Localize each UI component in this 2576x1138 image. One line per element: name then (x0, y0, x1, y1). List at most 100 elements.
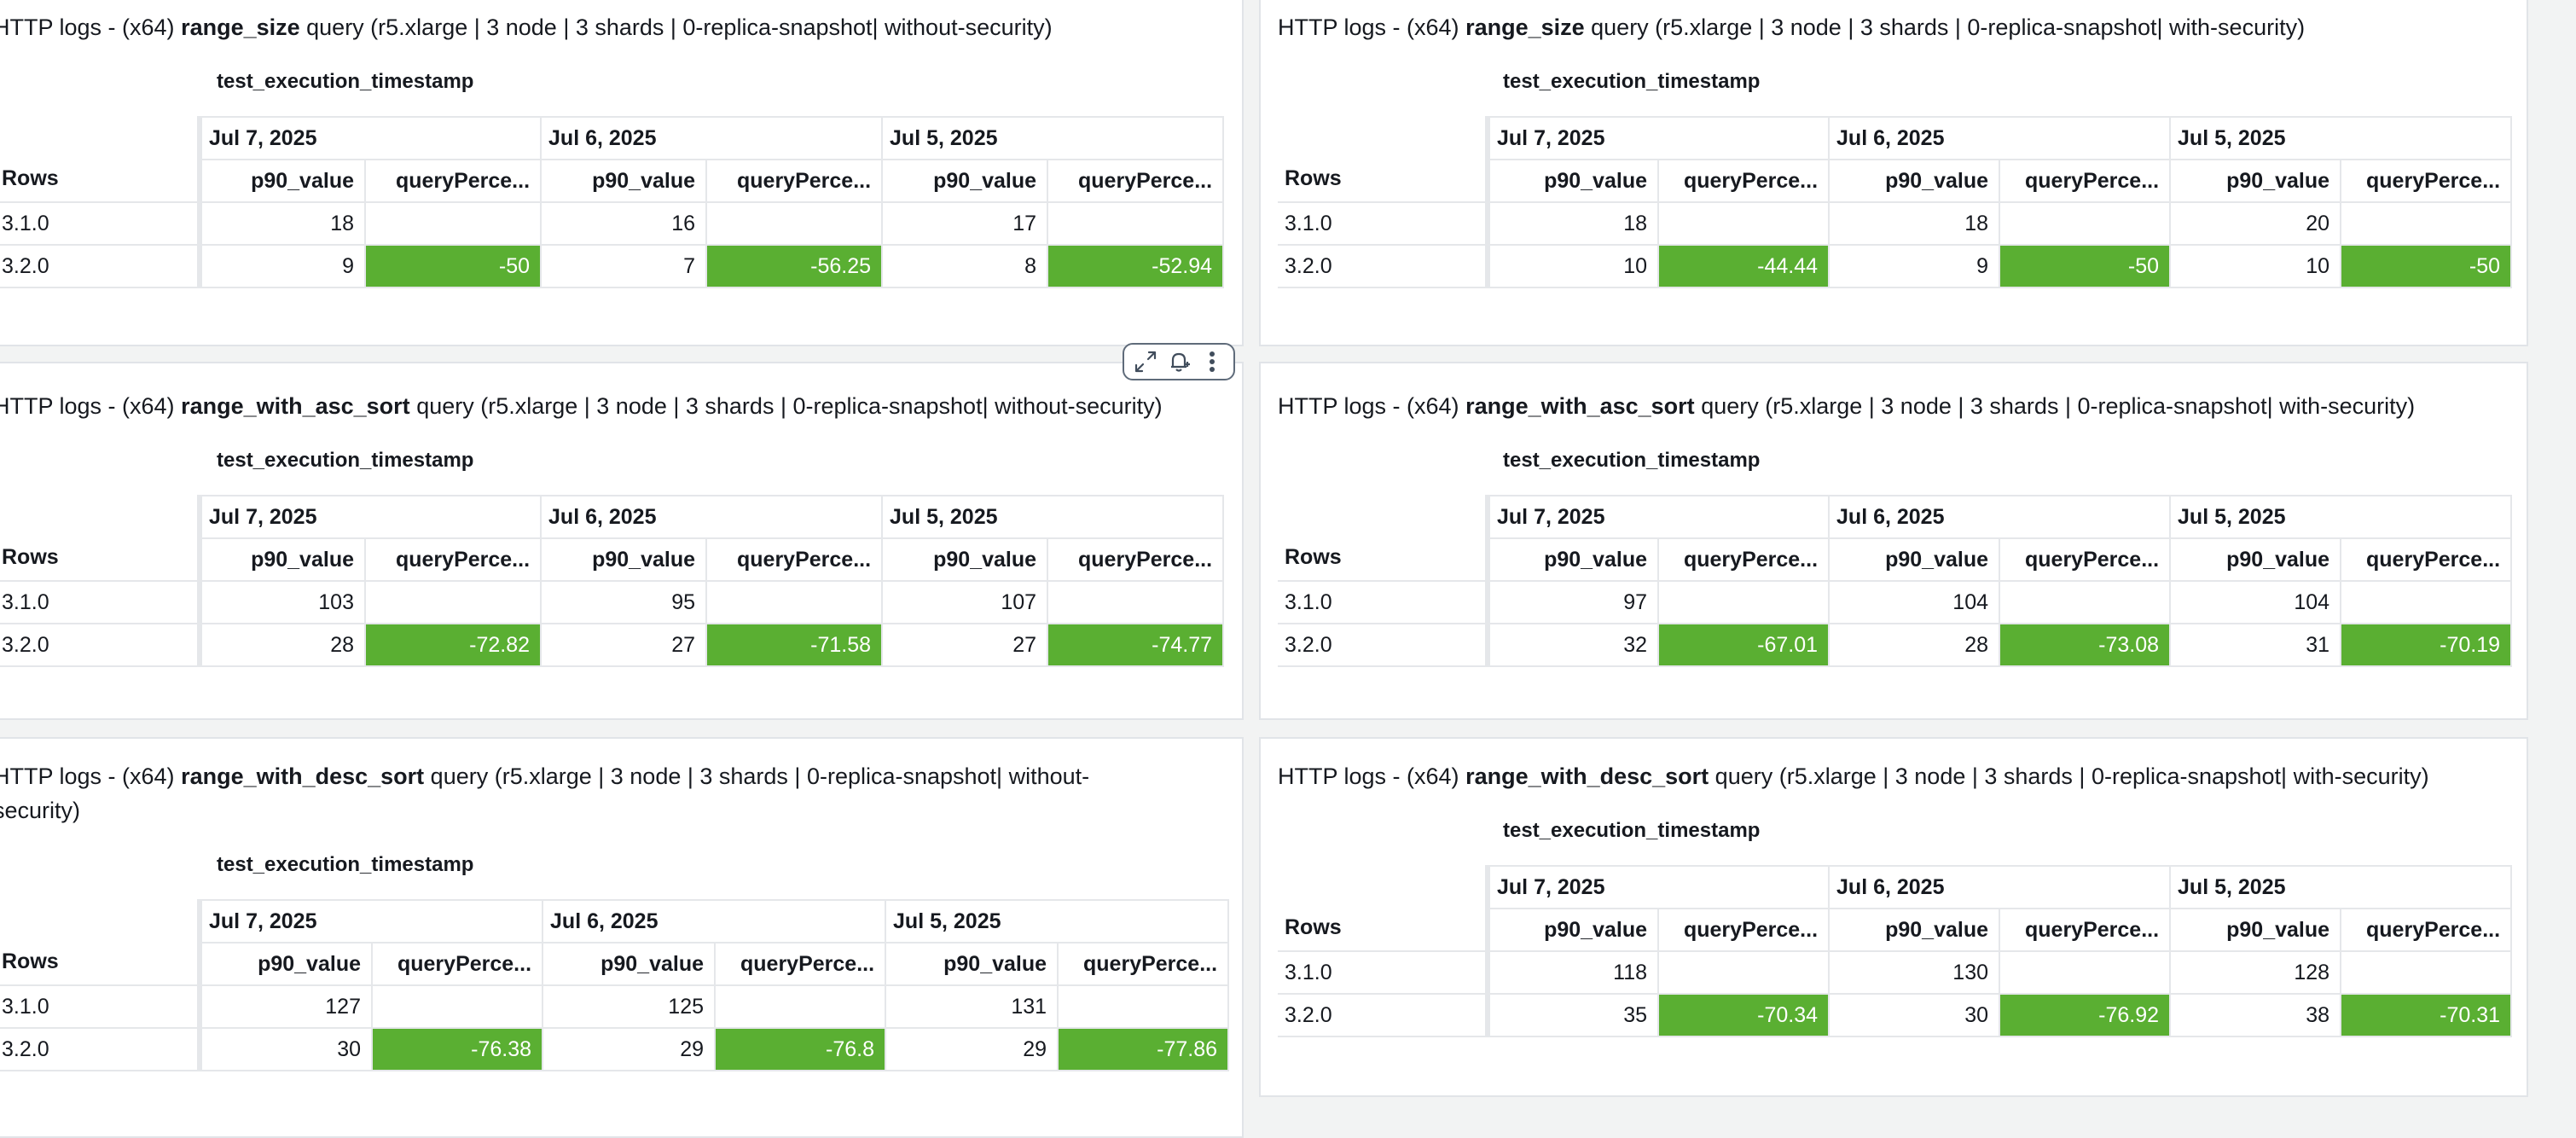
p90-value-cell: 16 (540, 201, 708, 246)
expand-icon[interactable] (1133, 349, 1158, 374)
p90-value-header[interactable]: p90_value (1485, 159, 1659, 203)
date-column-header[interactable]: Jul 6, 2025 (1828, 116, 2172, 160)
date-column-header[interactable]: Jul 5, 2025 (881, 495, 1225, 539)
p90-value-header[interactable]: p90_value (1485, 537, 1659, 582)
p90-value-header[interactable]: p90_value (197, 159, 366, 203)
query-percent-header[interactable]: queryPerce... (705, 159, 884, 203)
column-field-label: test_execution_timestamp (1503, 819, 1761, 842)
query-percent-header[interactable]: queryPerce... (363, 159, 542, 203)
query-percent-cell: -70.34 (1656, 993, 1830, 1037)
pivot-table: Rows Jul 7, 2025 Jul 6, 2025 Jul 5, 2025 p90… (1278, 495, 2513, 667)
p90-value-header[interactable]: p90_value (885, 942, 1059, 986)
panel-title: HTTP logs - (x64) range_size query (r5.x… (1278, 10, 2305, 44)
query-percent-header[interactable]: queryPerce... (714, 942, 887, 986)
p90-value-cell: 27 (881, 623, 1049, 667)
p90-value-header[interactable]: p90_value (2169, 159, 2342, 203)
visual-panel-3[interactable]: HTTP logs - (x64) range_with_asc_sort qu… (0, 362, 1244, 720)
panel-title-prefix: HTTP logs - (x64) (0, 15, 182, 40)
p90-value-header[interactable]: p90_value (2169, 537, 2342, 582)
query-percent-cell (2340, 580, 2513, 624)
table-row: 3.1.0 18 18 20 (1278, 201, 2513, 246)
p90-value-cell: 103 (197, 580, 366, 624)
date-column-header[interactable]: Jul 7, 2025 (1484, 495, 1830, 539)
panel-title-query: range_with_desc_sort (181, 764, 425, 789)
date-column-header[interactable]: Jul 6, 2025 (1828, 865, 2172, 909)
p90-value-header[interactable]: p90_value (1828, 908, 2001, 952)
p90-value-cell: 131 (885, 984, 1059, 1029)
panel-title-suffix: query (r5.xlarge | 3 node | 3 shards | 0… (409, 393, 1163, 419)
query-percent-header[interactable]: queryPerce... (1999, 537, 2172, 582)
query-percent-header[interactable]: queryPerce... (2340, 537, 2513, 582)
query-percent-header[interactable]: queryPerce... (1057, 942, 1230, 986)
query-percent-header[interactable]: queryPerce... (1047, 159, 1225, 203)
p90-value-cell: 27 (540, 623, 708, 667)
query-percent-header[interactable]: queryPerce... (1999, 908, 2172, 952)
p90-value-header[interactable]: p90_value (1485, 908, 1659, 952)
query-percent-cell (1047, 201, 1225, 246)
row-version-label: 3.1.0 (0, 201, 200, 246)
date-column-header[interactable]: Jul 7, 2025 (1484, 865, 1830, 909)
date-column-header[interactable]: Jul 6, 2025 (542, 899, 887, 943)
panel-title-query: range_size (1465, 15, 1585, 40)
date-column-header[interactable]: Jul 7, 2025 (196, 116, 542, 160)
p90-value-header[interactable]: p90_value (540, 159, 708, 203)
query-percent-cell (363, 201, 542, 246)
date-column-header[interactable]: Jul 6, 2025 (1828, 495, 2172, 539)
date-column-header[interactable]: Jul 7, 2025 (196, 495, 542, 539)
query-percent-header[interactable]: queryPerce... (1656, 537, 1830, 582)
table-row: 3.1.0 118 130 128 (1278, 950, 2513, 995)
date-column-header[interactable]: Jul 6, 2025 (540, 116, 884, 160)
p90-value-header[interactable]: p90_value (542, 942, 717, 986)
panel-title-prefix: HTTP logs - (x64) (0, 764, 182, 789)
query-percent-cell (1047, 580, 1225, 624)
column-field-label: test_execution_timestamp (217, 449, 474, 472)
query-percent-header[interactable]: queryPerce... (705, 537, 884, 582)
p90-value-header[interactable]: p90_value (197, 537, 366, 582)
query-percent-header[interactable]: queryPerce... (2340, 159, 2513, 203)
visual-panel-5[interactable]: HTTP logs - (x64) range_with_desc_sort q… (0, 737, 1244, 1138)
panel-title: HTTP logs - (x64) range_with_asc_sort qu… (1278, 389, 2415, 423)
row-version-label: 3.2.0 (1278, 623, 1488, 667)
query-percent-header[interactable]: queryPerce... (370, 942, 544, 986)
date-column-header[interactable]: Jul 5, 2025 (885, 899, 1230, 943)
pivot-table: Rows Jul 7, 2025 Jul 6, 2025 Jul 5, 2025 p90… (0, 899, 1230, 1071)
p90-value-header[interactable]: p90_value (1828, 537, 2001, 582)
p90-value-cell: 18 (1485, 201, 1659, 246)
table-row: 3.1.0 103 95 107 (0, 580, 1225, 624)
query-percent-cell (705, 580, 884, 624)
date-column-header[interactable]: Jul 5, 2025 (2169, 495, 2513, 539)
query-percent-header[interactable]: queryPerce... (2340, 908, 2513, 952)
p90-value-header[interactable]: p90_value (1828, 159, 2001, 203)
query-percent-cell (1057, 984, 1230, 1029)
table-row: 3.2.0 35 -70.34 30 -76.92 38 -70.31 (1278, 993, 2513, 1037)
alert-icon[interactable] (1166, 349, 1192, 374)
p90-value-header[interactable]: p90_value (881, 159, 1049, 203)
visual-panel-4[interactable]: HTTP logs - (x64) range_with_asc_sort qu… (1259, 362, 2528, 720)
visual-panel-1[interactable]: HTTP logs - (x64) range_size query (r5.x… (0, 0, 1244, 346)
p90-value-header[interactable]: p90_value (540, 537, 708, 582)
query-percent-header[interactable]: queryPerce... (1656, 159, 1830, 203)
date-column-header[interactable]: Jul 5, 2025 (881, 116, 1225, 160)
date-column-header[interactable]: Jul 5, 2025 (2169, 116, 2513, 160)
query-percent-cell: -44.44 (1656, 244, 1830, 288)
date-column-header[interactable]: Jul 7, 2025 (1484, 116, 1830, 160)
visual-panel-2[interactable]: HTTP logs - (x64) range_size query (r5.x… (1259, 0, 2528, 346)
date-column-header[interactable]: Jul 6, 2025 (540, 495, 884, 539)
query-percent-header[interactable]: queryPerce... (1656, 908, 1830, 952)
more-icon[interactable] (1199, 349, 1225, 374)
date-column-header[interactable]: Jul 5, 2025 (2169, 865, 2513, 909)
query-percent-header[interactable]: queryPerce... (1047, 537, 1225, 582)
date-column-header[interactable]: Jul 7, 2025 (196, 899, 544, 943)
query-percent-header[interactable]: queryPerce... (1999, 159, 2172, 203)
p90-value-cell: 7 (540, 244, 708, 288)
p90-value-header[interactable]: p90_value (881, 537, 1049, 582)
p90-value-header[interactable]: p90_value (197, 942, 373, 986)
rows-label: Rows (1285, 166, 1342, 190)
query-percent-cell: -50 (363, 244, 542, 288)
p90-value-header[interactable]: p90_value (2169, 908, 2342, 952)
p90-value-cell: 28 (197, 623, 366, 667)
query-percent-header[interactable]: queryPerce... (363, 537, 542, 582)
p90-value-cell: 28 (1828, 623, 2001, 667)
query-percent-cell (1656, 950, 1830, 995)
visual-panel-6[interactable]: HTTP logs - (x64) range_with_desc_sort q… (1259, 737, 2528, 1097)
